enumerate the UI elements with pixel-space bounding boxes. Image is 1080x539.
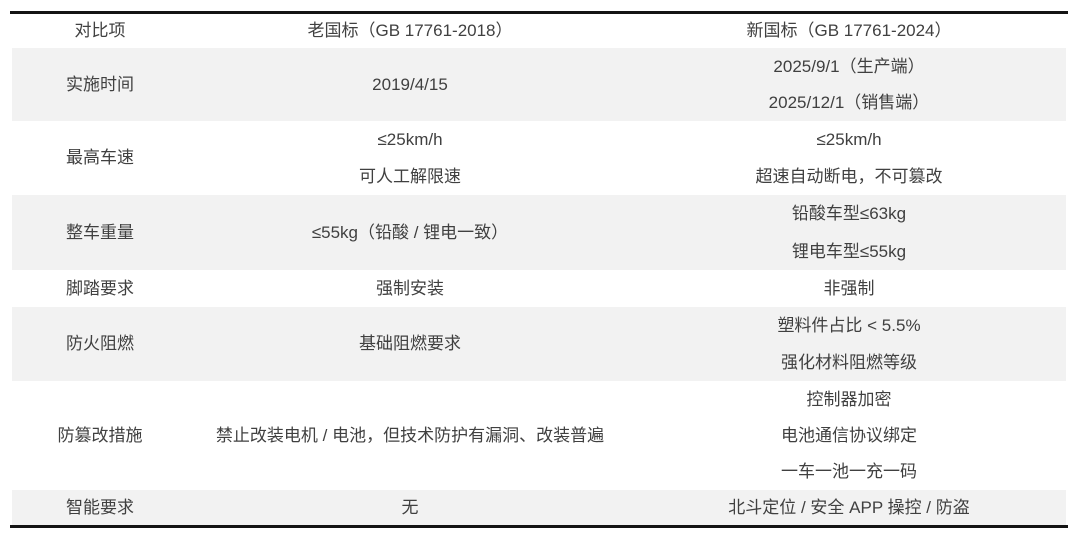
cell-text: ≤25km/h (816, 129, 882, 149)
cell-text: 可人工解限速 (359, 166, 461, 186)
cell-new-standard: ≤25km/h 超速自动断电，不可篡改 (630, 121, 1068, 195)
cell-old-standard: ≤25km/h 可人工解限速 (190, 121, 630, 195)
column-header-item-label: 对比项 (74, 21, 126, 41)
cell-old-standard: 基础阻燃要求 (190, 307, 630, 381)
table-row-implementation-date: 实施时间 2019/4/15 2025/9/1（生产端） 2025/12/1（销… (10, 48, 1068, 121)
column-header-new-standard-label: 新国标（GB 17761-2024） (746, 21, 952, 41)
cell-item-label: 脚踏要求 (10, 270, 190, 307)
cell-text: 整车重量 (66, 222, 134, 242)
cell-item-label: 整车重量 (10, 195, 190, 270)
cell-item-label: 智能要求 (10, 490, 190, 525)
cell-item-label: 最高车速 (10, 121, 190, 195)
column-header-new-standard: 新国标（GB 17761-2024） (630, 14, 1068, 48)
cell-text: 2025/9/1（生产端） (773, 56, 925, 76)
cell-text: 非强制 (823, 278, 875, 298)
cell-text: 电池通信协议绑定 (781, 425, 917, 445)
column-header-old-standard: 老国标（GB 17761-2018） (190, 14, 630, 48)
cell-text: 基础阻燃要求 (359, 334, 461, 354)
cell-new-standard: 塑料件占比 < 5.5% 强化材料阻燃等级 (630, 307, 1068, 381)
standards-comparison-table: 对比项 老国标（GB 17761-2018） 新国标（GB 17761-2024… (10, 11, 1068, 528)
cell-text: 2025/12/1（销售端） (768, 93, 930, 113)
table-row-pedal-requirement: 脚踏要求 强制安装 非强制 (10, 270, 1068, 307)
cell-old-standard: 2019/4/15 (190, 48, 630, 121)
column-header-item: 对比项 (10, 14, 190, 48)
table-row-fire-retardancy: 防火阻燃 基础阻燃要求 塑料件占比 < 5.5% 强化材料阻燃等级 (10, 307, 1068, 381)
cell-text: 锂电车型≤55kg (791, 241, 907, 261)
cell-new-standard: 2025/9/1（生产端） 2025/12/1（销售端） (630, 48, 1068, 121)
cell-new-standard: 北斗定位 / 安全 APP 操控 / 防盗 (630, 490, 1068, 525)
cell-text: 最高车速 (66, 148, 134, 168)
table-row-max-speed: 最高车速 ≤25km/h 可人工解限速 ≤25km/h 超速自动断电，不可篡改 (10, 121, 1068, 195)
column-header-old-standard-label: 老国标（GB 17761-2018） (307, 21, 513, 41)
cell-text: 铅酸车型≤63kg (791, 204, 907, 224)
cell-old-standard: 强制安装 (190, 270, 630, 307)
cell-text: 北斗定位 / 安全 APP 操控 / 防盗 (728, 497, 970, 517)
cell-old-standard: 禁止改装电机 / 电池，但技术防护有漏洞、改装普遍 (190, 381, 630, 490)
cell-text: 超速自动断电，不可篡改 (755, 166, 943, 186)
table-row-anti-tampering: 防篡改措施 禁止改装电机 / 电池，但技术防护有漏洞、改装普遍 控制器加密 电池… (10, 381, 1068, 490)
cell-text: 脚踏要求 (66, 278, 134, 298)
cell-item-label: 防篡改措施 (10, 381, 190, 490)
cell-text: 禁止改装电机 / 电池，但技术防护有漏洞、改装普遍 (215, 425, 605, 445)
cell-text: 实施时间 (66, 74, 134, 94)
cell-text: 防篡改措施 (57, 425, 143, 445)
cell-new-standard: 铅酸车型≤63kg 锂电车型≤55kg (630, 195, 1068, 270)
cell-text: ≤55kg（铅酸 / 锂电一致） (311, 222, 509, 242)
header-row: 对比项 老国标（GB 17761-2018） 新国标（GB 17761-2024… (10, 14, 1068, 48)
cell-text: 强化材料阻燃等级 (781, 352, 917, 372)
cell-item-label: 实施时间 (10, 48, 190, 121)
cell-text: 无 (401, 497, 419, 517)
table-row-vehicle-weight: 整车重量 ≤55kg（铅酸 / 锂电一致） 铅酸车型≤63kg 锂电车型≤55k… (10, 195, 1068, 270)
table-row-smart-features: 智能要求 无 北斗定位 / 安全 APP 操控 / 防盗 (10, 490, 1068, 525)
cell-new-standard: 控制器加密 电池通信协议绑定 一车一池一充一码 (630, 381, 1068, 490)
cell-text: 塑料件占比 < 5.5% (777, 315, 921, 335)
cell-text: 防火阻燃 (66, 334, 134, 354)
cell-old-standard: ≤55kg（铅酸 / 锂电一致） (190, 195, 630, 270)
cell-new-standard: 非强制 (630, 270, 1068, 307)
cell-text: ≤25km/h (377, 129, 443, 149)
cell-text: 强制安装 (376, 278, 444, 298)
cell-text: 控制器加密 (806, 389, 892, 409)
cell-old-standard: 无 (190, 490, 630, 525)
cell-item-label: 防火阻燃 (10, 307, 190, 381)
cell-text: 一车一池一充一码 (781, 462, 917, 482)
cell-text: 智能要求 (66, 497, 134, 517)
cell-text: 2019/4/15 (372, 74, 448, 94)
